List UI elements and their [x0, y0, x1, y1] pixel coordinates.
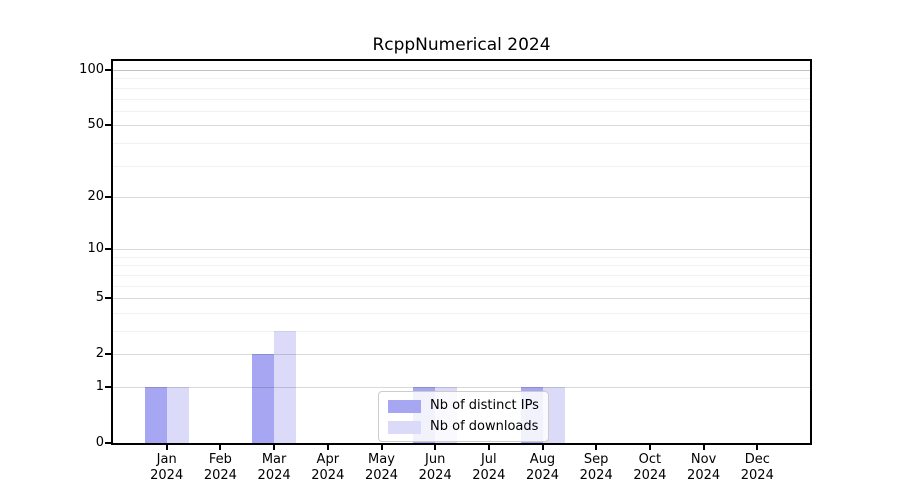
x-tick-label: May 2024 [364, 452, 399, 483]
legend-label-downloads: Nb of downloads [430, 419, 539, 434]
x-tick-label: Aug 2024 [525, 452, 560, 483]
x-tick [273, 445, 276, 450]
x-tick-label: Jan 2024 [150, 452, 184, 483]
x-tick [595, 445, 598, 450]
x-tick-label: Jul 2024 [472, 452, 506, 483]
y-tick-label: 0 [95, 435, 104, 450]
legend: Nb of distinct IPs Nb of downloads [378, 391, 549, 442]
y-tick-label: 2 [95, 346, 104, 362]
x-tick-label: Jun 2024 [418, 452, 452, 483]
x-tick-label: Oct 2024 [633, 452, 667, 483]
y-tick-label: 20 [87, 188, 104, 204]
x-tick [541, 445, 544, 450]
x-tick [380, 445, 383, 450]
x-tick [326, 445, 329, 450]
x-tick [165, 445, 168, 450]
distinct-ips-swatch [388, 399, 421, 413]
x-tick-label: Apr 2024 [311, 452, 345, 483]
x-tick-label: Dec 2024 [740, 452, 774, 483]
x-tick [219, 445, 222, 450]
x-tick-label: Nov 2024 [687, 452, 721, 483]
x-tick [648, 445, 651, 450]
y-tick-label: 50 [87, 117, 104, 133]
x-tick-label: Mar 2024 [257, 452, 291, 483]
downloads-swatch [388, 420, 421, 434]
x-tick-label: Sep 2024 [579, 452, 613, 483]
y-tick-label: 5 [95, 290, 104, 306]
plot-border [111, 59, 812, 445]
x-tick-label: Feb 2024 [203, 452, 237, 483]
legend-item-distinct-ips: Nb of distinct IPs [388, 398, 539, 414]
x-tick [487, 445, 490, 450]
chart-title: RcppNumerical 2024 [372, 35, 551, 55]
legend-label-distinct-ips: Nb of distinct IPs [430, 398, 539, 413]
y-tick-label: 1 [95, 379, 104, 394]
legend-item-downloads: Nb of downloads [388, 419, 539, 435]
y-tick-label: 10 [87, 241, 104, 257]
x-tick [434, 445, 437, 450]
x-tick [702, 445, 705, 450]
y-tick-label: 100 [79, 62, 104, 77]
x-tick [756, 445, 759, 450]
